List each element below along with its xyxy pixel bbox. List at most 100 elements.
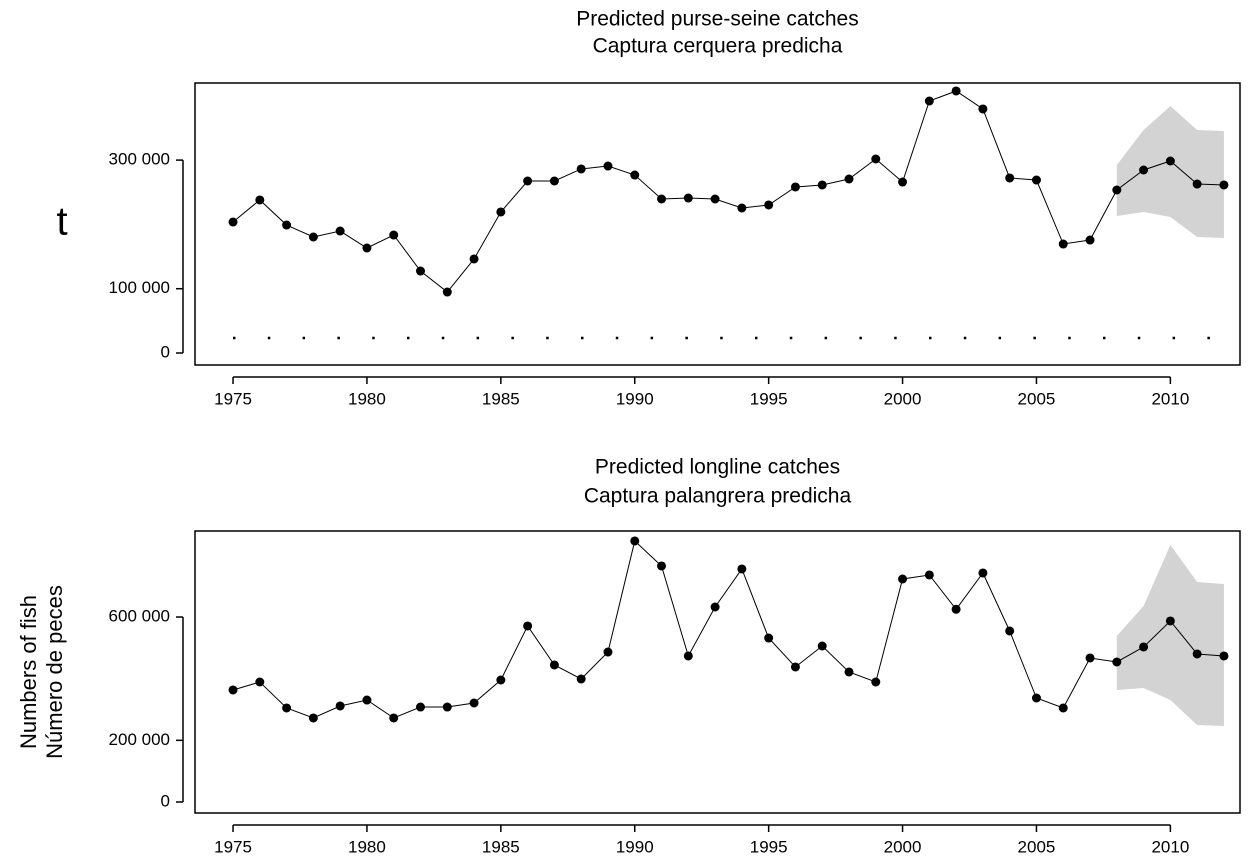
data-point [898, 177, 908, 187]
data-point [335, 226, 345, 236]
data-point [1005, 626, 1015, 636]
data-point [576, 674, 586, 684]
data-point [683, 193, 693, 203]
x-tick-label: 1995 [750, 837, 788, 856]
data-point [1058, 703, 1068, 713]
x-tick-label: 1990 [616, 837, 654, 856]
data-point [1085, 653, 1095, 663]
data-point [871, 154, 881, 164]
data-point [737, 564, 747, 574]
data-point [844, 667, 854, 677]
data-point [255, 677, 265, 687]
data-point [335, 701, 345, 711]
data-point [496, 207, 506, 217]
y-axis-label: Número de peces [42, 585, 67, 759]
data-point [978, 568, 988, 578]
x-tick-label: 1975 [214, 837, 252, 856]
data-point [603, 647, 613, 657]
data-point [389, 713, 399, 723]
data-point [710, 602, 720, 612]
data-point [1058, 239, 1068, 249]
data-point [362, 243, 372, 253]
x-tick-label: 2000 [884, 389, 922, 408]
data-point [362, 695, 372, 705]
data-point [764, 633, 774, 643]
data-point [282, 703, 292, 713]
data-point [228, 685, 238, 695]
data-point [1139, 165, 1149, 175]
data-point [710, 194, 720, 204]
x-tick-label: 2005 [1018, 389, 1056, 408]
x-tick-label: 2010 [1151, 389, 1189, 408]
data-point [657, 194, 667, 204]
data-point [1085, 235, 1095, 245]
data-point [442, 702, 452, 712]
data-point [576, 164, 586, 174]
data-point [308, 713, 318, 723]
x-tick-label: 2010 [1151, 837, 1189, 856]
data-point [951, 604, 961, 614]
data-point [415, 266, 425, 276]
data-point [1031, 175, 1041, 185]
data-point [1005, 173, 1015, 183]
x-tick-label: 1985 [482, 389, 520, 408]
data-point [790, 182, 800, 192]
data-point [1165, 616, 1175, 626]
x-tick-label: 1975 [214, 389, 252, 408]
data-point [630, 170, 640, 180]
plot-frame [194, 82, 1241, 366]
data-point [549, 660, 559, 670]
data-point [228, 217, 238, 227]
x-tick-label: 1990 [616, 389, 654, 408]
data-point [1165, 156, 1175, 166]
data-point [924, 96, 934, 106]
data-point [1112, 657, 1122, 667]
x-tick-label: 1995 [750, 389, 788, 408]
data-point [1192, 649, 1202, 659]
data-point [282, 220, 292, 230]
data-point [1112, 185, 1122, 195]
data-point [1219, 180, 1229, 190]
x-tick-label: 2000 [884, 837, 922, 856]
y-tick-label: 100 000 [109, 278, 170, 297]
x-tick-label: 1985 [482, 837, 520, 856]
x-tick-label: 1980 [348, 389, 386, 408]
data-point [603, 161, 613, 171]
data-point [308, 232, 318, 242]
y-tick-label: 300 000 [109, 150, 170, 169]
data-point [871, 677, 881, 687]
data-point [924, 570, 934, 580]
series-line [232, 90, 1224, 293]
chart-title: Predicted longline catches [595, 456, 840, 479]
y-axis-label: t [56, 200, 67, 244]
data-point [898, 574, 908, 584]
data-point [442, 287, 452, 297]
chart-title: Captura palangrera predicha [584, 485, 852, 508]
data-point [1031, 693, 1041, 703]
plot-frame [194, 530, 1241, 814]
data-point [389, 230, 399, 240]
data-point [1139, 642, 1149, 652]
chart-title: Predicted purse-seine catches [576, 8, 859, 31]
y-tick-label: 0 [161, 342, 170, 361]
data-point [523, 176, 533, 186]
data-point [951, 86, 961, 96]
data-point [764, 200, 774, 210]
data-point [255, 195, 265, 205]
data-point [415, 702, 425, 712]
series-line [232, 540, 1224, 719]
prediction-band [1116, 106, 1224, 239]
data-point [469, 698, 479, 708]
data-point [790, 662, 800, 672]
data-point [469, 254, 479, 264]
chart-title: Captura cerquera predicha [593, 35, 843, 58]
data-point [1219, 651, 1229, 661]
x-tick-label: 1980 [348, 837, 386, 856]
data-point [844, 174, 854, 184]
y-axis-label: Numbers of fish [16, 595, 41, 749]
data-point [817, 641, 827, 651]
data-point [549, 176, 559, 186]
data-point [630, 536, 640, 546]
data-point [817, 180, 827, 190]
